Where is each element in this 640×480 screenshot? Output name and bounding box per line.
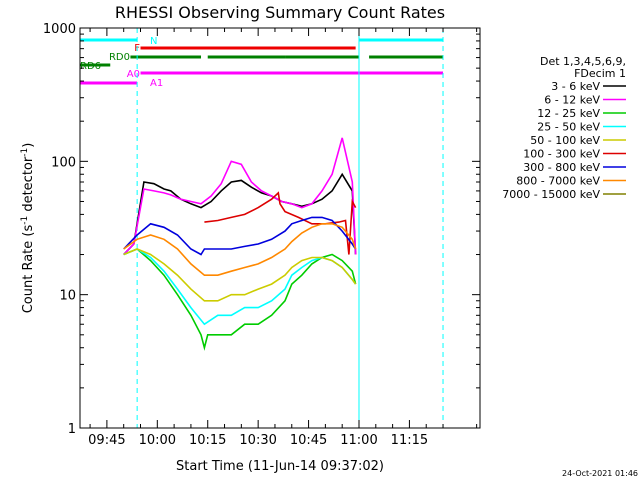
y-tick-label: 10 (59, 289, 76, 304)
y-label-sup1: -1 (20, 216, 30, 225)
y-tick-label: 100 (51, 155, 76, 170)
y-tick-label: 1 (68, 422, 76, 437)
legend-header: FDecim 1 (574, 67, 626, 80)
legend-label-12-25-kev: 12 - 25 keV (537, 107, 600, 120)
y-axis-label: Count Rate (s-1 detector-1) (20, 143, 36, 314)
series-line-6-12-kev (123, 137, 357, 256)
series-lines (123, 137, 357, 351)
y-label-mid: detector (21, 156, 36, 216)
legend-label-3-6-kev: 3 - 6 keV (551, 80, 600, 93)
series-line-800-7000-kev (123, 223, 357, 277)
x-axis-label: Start Time (11-Jun-14 09:37:02) (176, 459, 384, 474)
legend-label-100-300-kev: 100 - 300 keV (523, 148, 600, 161)
footer-date: 24-Oct-2021 01:46 (562, 469, 638, 478)
series-line-300-800-kev (123, 216, 357, 256)
x-tick-label: 10:30 (239, 433, 276, 448)
flag-label-a0: A0 (127, 69, 140, 80)
series-line-50-100-kev (123, 248, 357, 302)
legend-label-6-12-kev: 6 - 12 keV (544, 94, 600, 107)
y-label-main: Count Rate (s (21, 225, 36, 314)
observing-flags: NFRD0RD6A0A1 (79, 28, 444, 428)
legend-label-25-50-kev: 25 - 50 keV (537, 121, 600, 134)
x-axis-ticks: 09:45 10:00 10:15 10:30 10:45 11:00 11:15 (88, 28, 478, 448)
x-tick-label: 11:00 (340, 433, 377, 448)
legend-label-7000-15000-kev: 7000 - 15000 keV (502, 188, 600, 201)
series-line-3-6-kev (123, 172, 357, 256)
x-tick-label: 10:00 (139, 433, 176, 448)
legend-label-300-800-kev: 300 - 800 keV (523, 161, 600, 174)
flag-label-a1: A1 (150, 78, 163, 89)
legend-label-800-7000-kev: 800 - 7000 keV (516, 175, 600, 188)
y-label-end: ) (21, 143, 36, 148)
flag-label-rd6: RD6 (80, 61, 101, 72)
plot-frame (79, 27, 481, 429)
y-axis-ticks: 1 10 100 1000 (43, 22, 480, 437)
legend-header: Det 1,3,4,5,6,9, (540, 55, 626, 68)
x-tick-label: 09:45 (88, 433, 125, 448)
flag-label-n: N (150, 36, 157, 47)
x-tick-label: 10:45 (290, 433, 327, 448)
chart-title: RHESSI Observing Summary Count Rates (115, 3, 445, 22)
x-tick-label: 10:15 (189, 433, 226, 448)
y-tick-label: 1000 (43, 22, 76, 37)
axes (79, 27, 481, 429)
y-label-sup2: -1 (20, 148, 30, 157)
flag-label-rd0: RD0 (109, 52, 130, 63)
x-tick-label: 11:15 (391, 433, 428, 448)
legend-label-50-100-kev: 50 - 100 keV (530, 134, 600, 147)
series-line-12-25-kev (123, 248, 357, 351)
